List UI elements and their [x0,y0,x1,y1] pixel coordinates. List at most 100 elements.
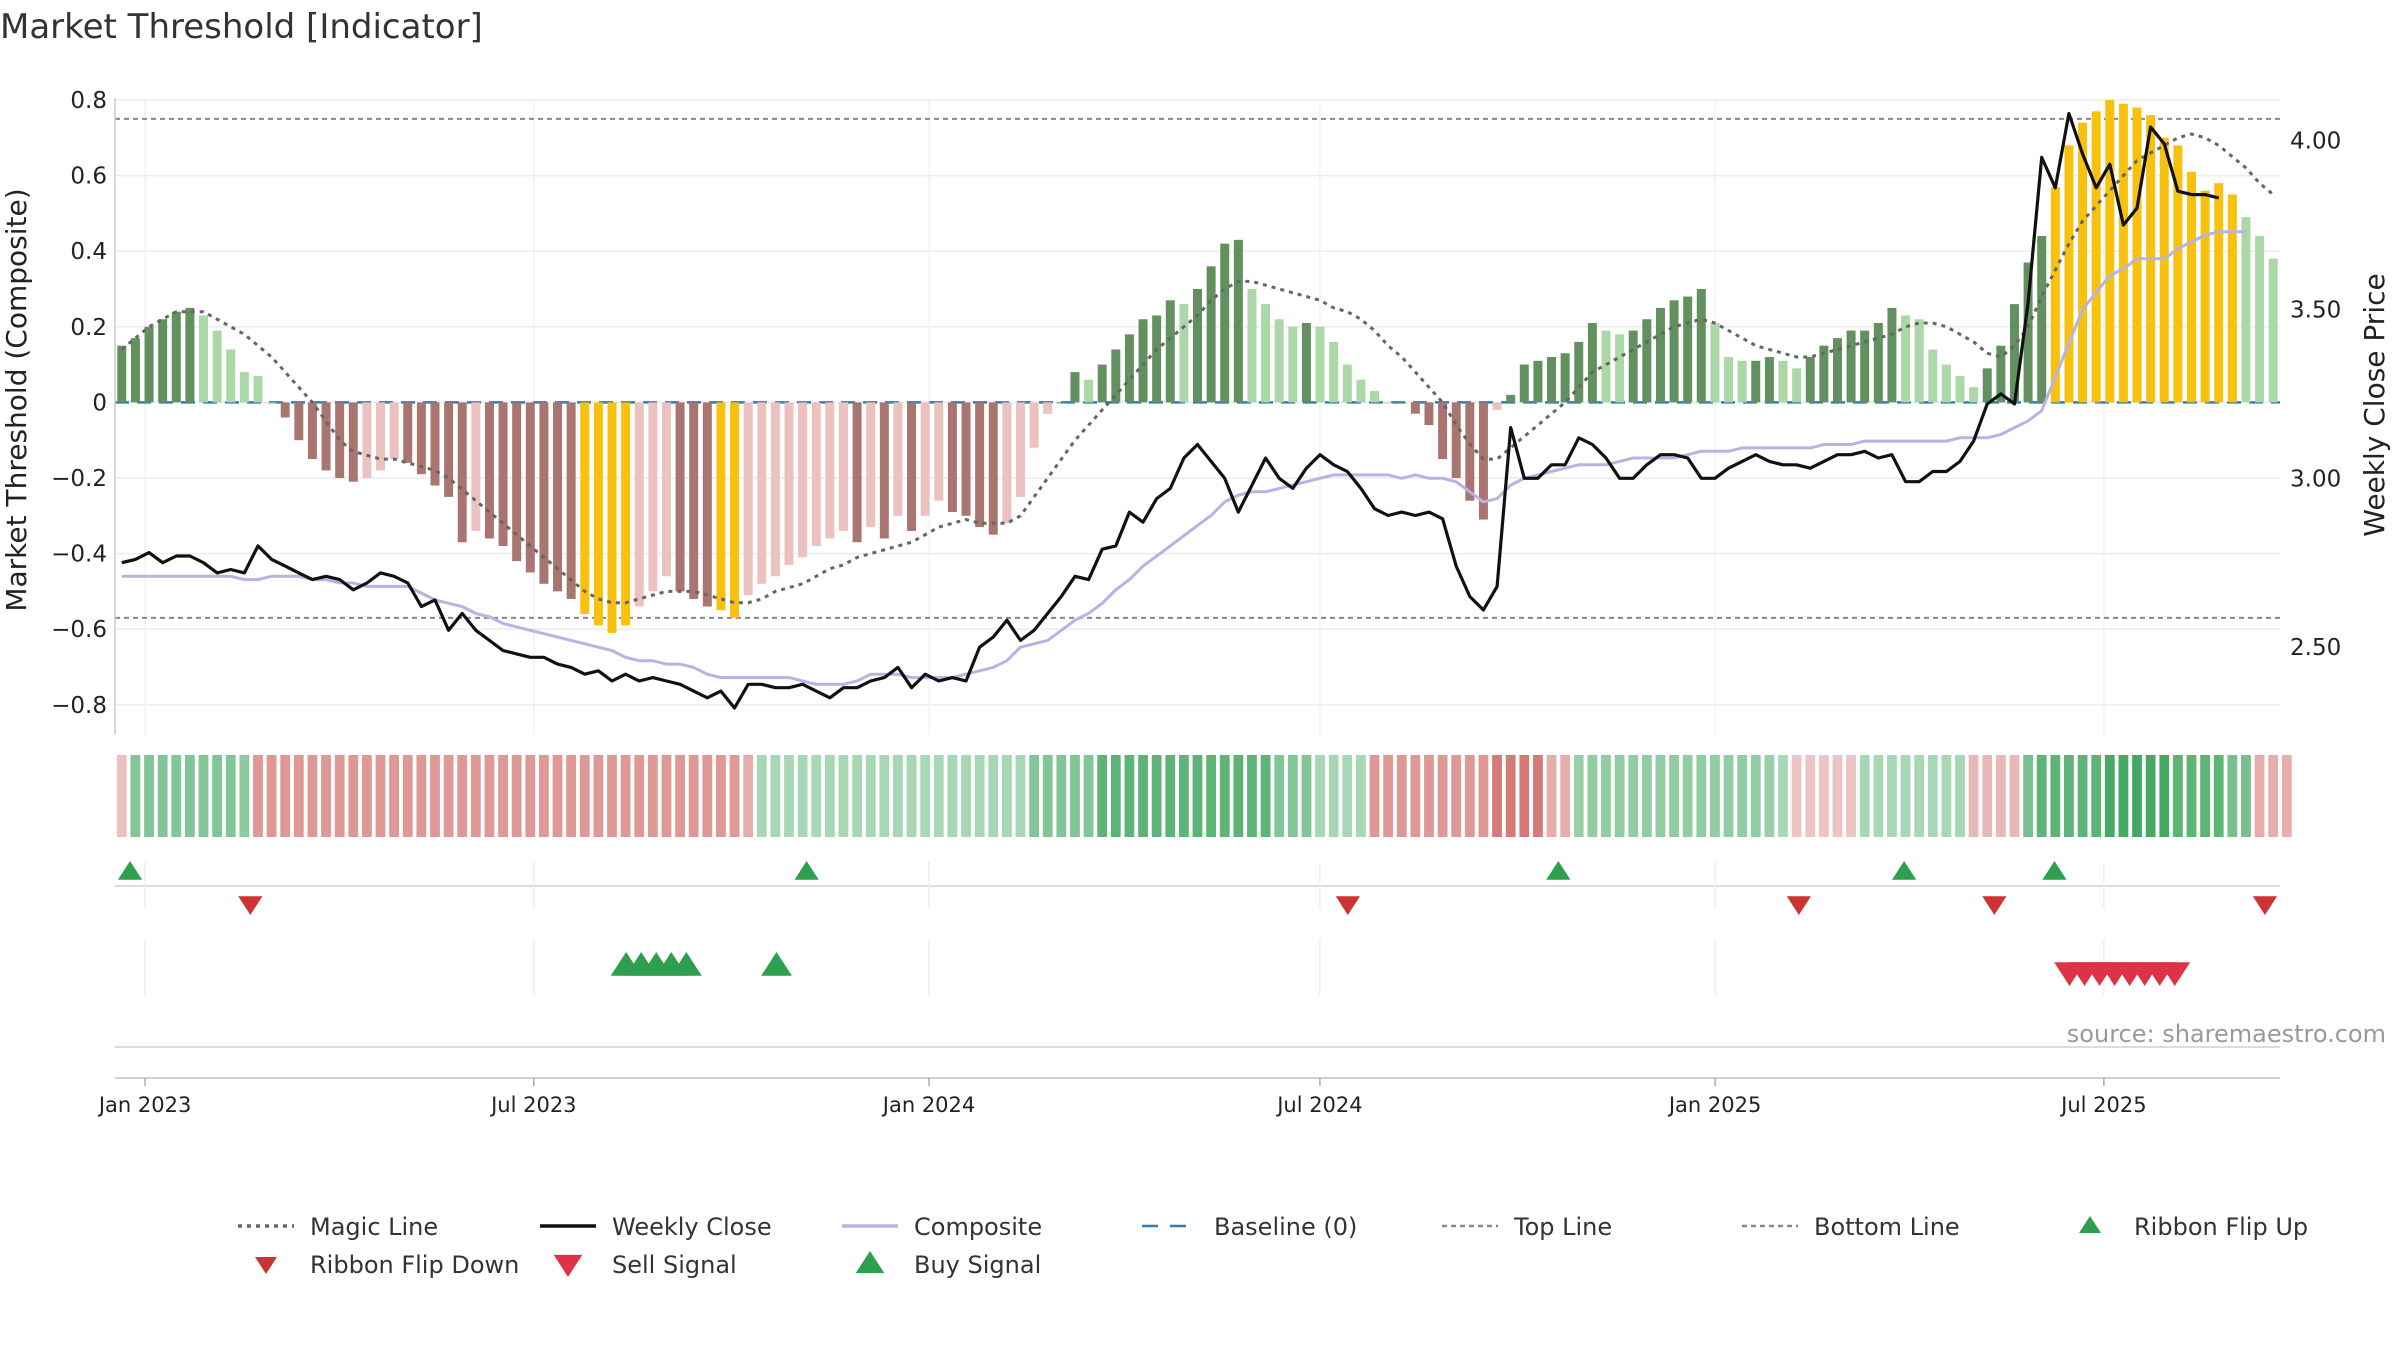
ribbon-cell [1914,755,1925,837]
ribbon-cell [1859,755,1870,837]
composite-bar [1724,357,1734,403]
composite-bar [879,402,889,539]
composite-bar [2227,194,2237,403]
ribbon-cell [961,755,971,837]
composite-bar [1928,349,1938,403]
ribbon-cell [893,755,903,837]
composite-bar [1996,345,2006,403]
ribbon-cell [1955,755,1965,837]
ribbon-cell [552,755,563,837]
composite-bar [852,402,862,543]
ribbon-cell [225,755,236,837]
ribbon-cell [1219,755,1230,837]
x-axis: Jan 2023 Jul 2023 Jan 2024 Jul 2024 Jan 2025… [97,1077,2280,1117]
ribbon-cell [198,755,209,837]
composite-bar [1315,326,1325,403]
composite-bar [1206,266,1216,403]
composite-bar [1342,364,1352,403]
composite-bar [1860,330,1870,403]
ribbon-cell [1818,755,1829,837]
composite-bar [798,402,808,558]
ribbon-cell [1614,755,1625,837]
ribbon-cell [879,755,890,837]
y-tick-label: 0.8 [70,88,107,114]
composite-bar [144,326,154,403]
composite-bar [1301,323,1311,403]
composite-bar [2023,262,2033,403]
composite-bar [1165,300,1175,403]
weekly-close-line [121,111,2220,710]
x-tick-label: Jan 2023 [97,1093,192,1117]
ribbon-cell [1941,755,1952,837]
composite-bar [1628,330,1638,403]
ribbon-cell [1206,755,1217,837]
x-tick-label: Jul 2023 [489,1093,576,1117]
legend-item: Magic Line [238,1213,438,1241]
ribbon-cell [1805,755,1816,837]
magic-line [120,132,2275,605]
ribbon-cell [362,755,372,837]
composite-bar [2159,137,2169,403]
composite-bar [1179,304,1189,403]
composite-bar [1478,402,1488,520]
ribbon-cell [334,755,345,837]
composite-bar [757,402,767,584]
y2-tick-label: 3.50 [2290,297,2341,323]
y-tick-label: −0.8 [51,693,107,719]
composite-bar [1819,345,1829,403]
composite-bar [1220,243,1230,403]
ribbon-cell [171,755,182,837]
ribbon-cell [865,755,876,837]
composite-bar [1887,307,1897,403]
composite-bar [1015,402,1025,497]
composite-bar [661,402,671,577]
ribbon-cell [1887,755,1897,837]
ribbon-cell [1464,755,1475,837]
ribbon-cell [1233,755,1244,837]
composite-bar [1832,338,1842,403]
composite-bar [539,402,549,584]
ribbon-cell [1383,755,1394,837]
composite-bar [525,402,535,573]
ribbon-cell [2104,755,2115,837]
composite-bar [294,402,304,441]
ribbon-cell [184,755,195,837]
ribbon-cell [1097,755,1108,837]
ribbon-cell [716,755,726,837]
ribbon-cell [1723,755,1734,837]
composite-bar [498,402,508,547]
ribbon-cell [1042,755,1053,837]
ribbon-cell [1587,755,1598,837]
composite-bar [1519,364,1529,403]
ribbon-cell [1342,755,1353,837]
ribbon-cell [1437,755,1448,837]
composite-bar [280,402,290,418]
composite-bar [1805,357,1815,403]
legend-item: Bottom Line [1742,1213,1960,1241]
composite-bar [866,402,876,528]
composite-bar [1329,341,1339,403]
composite-bar [130,338,140,403]
composite-bar [1383,402,1393,404]
ribbon-cell [920,755,931,837]
ribbon-cell [974,755,985,837]
composite-bar [1669,300,1679,403]
composite-bar [2091,111,2101,403]
ribbon-cell [266,755,277,837]
composite-bar [811,402,821,547]
legend-label: Top Line [1513,1213,1612,1241]
y-axis-label: Market Threshold (Composite) [0,188,33,611]
composite-bar [1655,307,1665,403]
composite-bar [185,307,195,403]
composite-bar [307,402,317,460]
ribbon-cell [1083,755,1094,837]
y-axis-left: −0.8 −0.6 −0.4 −0.2 0 0.2 0.4 0.6 0.8 [51,88,116,735]
composite-bar [2268,258,2278,403]
composite-bar [2078,122,2088,403]
ribbon-cell [1641,755,1652,837]
composite-bar [975,402,985,528]
composite-bar [1056,402,1066,404]
legend-item: Top Line [1442,1213,1612,1241]
composite-bar [321,402,331,471]
composite-bar [1424,402,1434,426]
